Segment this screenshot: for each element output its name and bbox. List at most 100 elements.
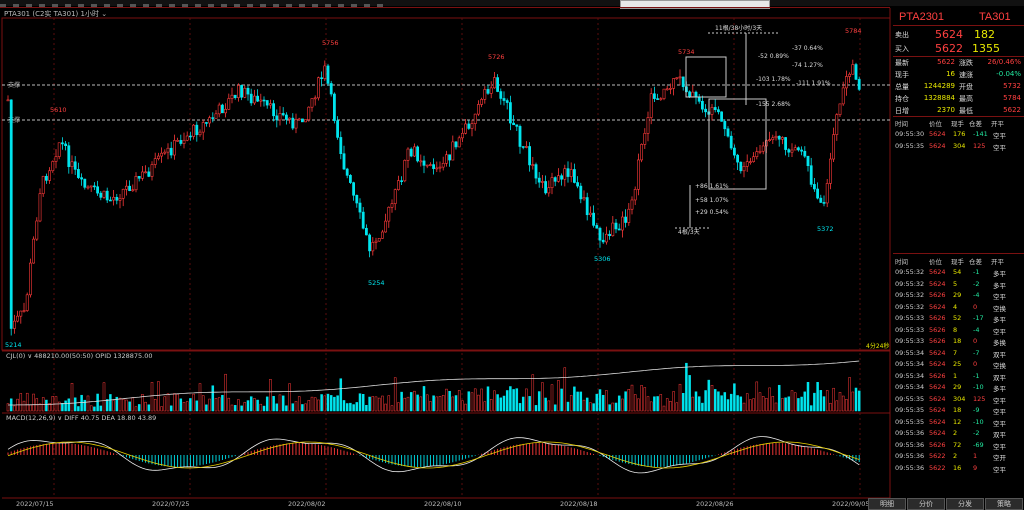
candle-body: [109, 199, 112, 202]
candle-body: [620, 216, 624, 231]
menu-item[interactable]: [351, 4, 357, 7]
menu-item[interactable]: [299, 4, 305, 7]
tick-row[interactable]: 09:55:32 5624 54 -1 多平: [893, 268, 1024, 280]
tick-row[interactable]: 09:55:33 5626 18 0 多换: [893, 337, 1024, 349]
dea-line: [7, 441, 860, 469]
divider: [893, 25, 1024, 26]
tab-distribution[interactable]: 分发: [946, 498, 984, 510]
candle-body: [678, 76, 682, 79]
tick-row[interactable]: 09:55:33 5626 52 -17 多平: [893, 314, 1024, 326]
candle-body: [237, 85, 240, 99]
tick-row[interactable]: 09:55:35 5624 304 125 空平: [893, 142, 1024, 154]
symbol-tag[interactable]: PTA301: [4, 10, 31, 18]
menu-item[interactable]: [182, 4, 188, 7]
menu-item[interactable]: [65, 4, 71, 7]
volume-bar: [854, 387, 858, 412]
tick-row[interactable]: 09:55:32 5626 29 -4 空平: [893, 291, 1024, 303]
chevron-down-icon[interactable]: ⌄: [101, 10, 108, 18]
menu-item[interactable]: [13, 4, 19, 7]
volume-bar: [665, 398, 669, 412]
tick-row[interactable]: 09:55:33 5626 8 -4 空平: [893, 326, 1024, 338]
menu-item[interactable]: [338, 4, 344, 7]
candle-body: [441, 163, 445, 168]
volume-bar: [339, 378, 343, 412]
tick-time: 09:55:32: [895, 268, 925, 276]
tick-volume: 12: [953, 417, 962, 426]
tick-row[interactable]: 09:55:35 5624 18 -9 空平: [893, 406, 1024, 418]
candle-body: [320, 77, 324, 80]
menu-item[interactable]: [221, 4, 227, 7]
menu-item[interactable]: [312, 4, 318, 7]
tick-row[interactable]: 09:55:32 5624 4 0 空换: [893, 303, 1024, 315]
menu-item[interactable]: [130, 4, 136, 7]
menu-item[interactable]: [26, 4, 32, 7]
volume-bar: [393, 377, 397, 412]
candle-body: [640, 144, 644, 161]
tab-strategy[interactable]: 策略: [985, 498, 1023, 510]
candle-body: [528, 146, 532, 166]
menu-item[interactable]: [39, 4, 45, 7]
tick-row[interactable]: 09:55:35 5624 304 125 空平: [893, 395, 1024, 407]
menu-item[interactable]: [195, 4, 201, 7]
tick-price: 5626: [929, 325, 946, 334]
menu-item[interactable]: [117, 4, 123, 7]
popup-window[interactable]: [620, 0, 770, 9]
tick-row[interactable]: 09:55:35 5624 12 -10 空平: [893, 418, 1024, 430]
volume-bar: [147, 404, 151, 412]
candle-body: [665, 88, 669, 91]
volume-bar: [653, 396, 656, 412]
menu-item[interactable]: [208, 4, 214, 7]
candle-body: [105, 190, 109, 201]
tick-type: 多平: [993, 270, 1006, 278]
menu-item[interactable]: [143, 4, 149, 7]
tick-row[interactable]: 09:55:34 5624 29 -10 多平: [893, 383, 1024, 395]
volume-bar: [624, 391, 627, 412]
tick-row[interactable]: 09:55:36 5622 2 1 空开: [893, 452, 1024, 464]
period-selector[interactable]: 1小时: [80, 10, 99, 18]
menu-item[interactable]: [377, 4, 383, 7]
tab-detail[interactable]: 明细: [868, 498, 906, 510]
tick-row[interactable]: 09:55:36 5622 16 9 空平: [893, 464, 1024, 476]
menu-item[interactable]: [0, 4, 6, 7]
tick-type: 空开: [993, 454, 1006, 462]
menu-item[interactable]: [104, 4, 110, 7]
candle-body: [710, 107, 714, 115]
tick-row[interactable]: 09:55:34 5624 7 -7 双平: [893, 349, 1024, 361]
volume-bar: [259, 403, 263, 412]
menu-item[interactable]: [364, 4, 370, 7]
volume-bar: [838, 392, 842, 412]
price-label: 5372: [817, 225, 834, 233]
tab-price-split[interactable]: 分价: [907, 498, 945, 510]
tick-row[interactable]: 09:55:36 5626 72 -69 空平: [893, 441, 1024, 453]
candle-body: [595, 225, 599, 229]
menu-item[interactable]: [273, 4, 279, 7]
menu-item[interactable]: [169, 4, 175, 7]
divider: [893, 253, 1024, 254]
menu-item[interactable]: [156, 4, 162, 7]
menu-item[interactable]: [91, 4, 97, 7]
menu-item[interactable]: [247, 4, 253, 7]
candlestick-chart[interactable]: 支撑 支撑 5756 5726 5734 5784 5610 5254 5306…: [0, 0, 893, 510]
tick-row[interactable]: 09:55:32 5624 5 -2 多平: [893, 280, 1024, 292]
menu-item[interactable]: [260, 4, 266, 7]
tick-price: 5624: [929, 302, 946, 311]
volume-bar: [115, 396, 119, 412]
tick-row[interactable]: 09:55:34 5626 1 -1 双平: [893, 372, 1024, 384]
volume-bar: [240, 405, 243, 412]
candle-body: [406, 148, 410, 161]
volume-bar: [201, 395, 205, 412]
tick-volume: 2: [953, 452, 958, 460]
menu-item[interactable]: [78, 4, 84, 7]
volume-bar: [781, 398, 784, 412]
tick-row[interactable]: 09:55:30 5624 176 -141 空平: [893, 130, 1024, 142]
candle-body: [617, 228, 621, 231]
menu-item[interactable]: [286, 4, 292, 7]
candle-body: [278, 113, 282, 121]
menu-item[interactable]: [234, 4, 240, 7]
tick-row[interactable]: 09:55:36 5624 2 -2 双平: [893, 429, 1024, 441]
candle-body: [230, 94, 234, 99]
menu-item[interactable]: [52, 4, 58, 7]
volume-bar: [128, 401, 131, 412]
menu-item[interactable]: [325, 4, 331, 7]
tick-row[interactable]: 09:55:34 5624 25 0 空换: [893, 360, 1024, 372]
